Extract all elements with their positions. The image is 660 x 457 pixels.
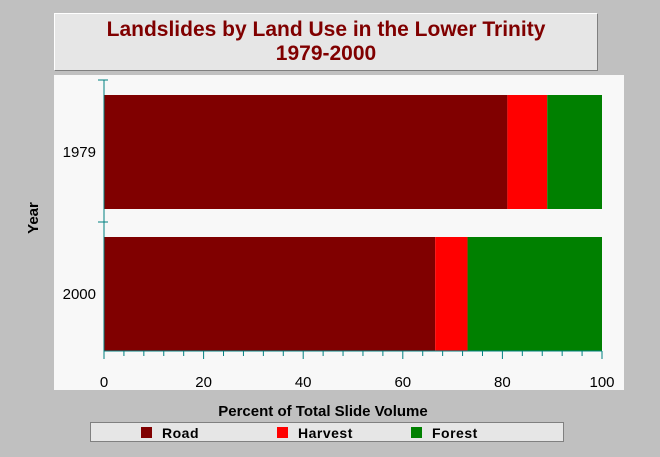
bar-forest-1979	[547, 95, 602, 209]
y-tick-label-2000: 2000	[63, 286, 96, 303]
tick-labels: 0 20 40 60 80 100 1979 2000	[63, 144, 615, 391]
legend-label-harvest: Harvest	[298, 425, 353, 441]
x-tick-label-0: 0	[100, 374, 108, 391]
bar-harvest-2000	[435, 237, 468, 351]
legend-swatch-road	[141, 427, 152, 438]
x-tick-label-20: 20	[195, 374, 212, 391]
legend-label-road: Road	[162, 425, 199, 441]
bar-road-1979	[104, 95, 508, 209]
legend-label-forest: Forest	[432, 425, 478, 441]
y-tick-label-1979: 1979	[63, 144, 96, 161]
x-tick-label-60: 60	[394, 374, 411, 391]
bar-road-2000	[104, 237, 436, 351]
bar-harvest-1979	[507, 95, 548, 209]
chart-title: Landslides by Land Use in the Lower Trin…	[54, 13, 598, 71]
chart-title-line-1: Landslides by Land Use in the Lower Trin…	[106, 18, 546, 41]
legend: Road Harvest Forest	[90, 422, 564, 442]
bar-group	[104, 95, 602, 351]
chart-title-line-2: 1979-2000	[275, 42, 377, 65]
x-tick-label-80: 80	[494, 374, 511, 391]
bar-forest-2000	[467, 237, 602, 351]
axes	[98, 79, 603, 359]
y-axis-title: Year	[25, 202, 42, 234]
chart-svg: 0 20 40 60 80 100 1979 2000 Percent of Total Sl…	[25, 75, 624, 420]
legend-swatch-forest	[411, 427, 422, 438]
x-tick-label-100: 100	[589, 374, 614, 391]
x-tick-label-40: 40	[295, 374, 312, 391]
legend-swatch-harvest	[277, 427, 288, 438]
x-axis-title: Percent of Total Slide Volume	[218, 403, 427, 420]
